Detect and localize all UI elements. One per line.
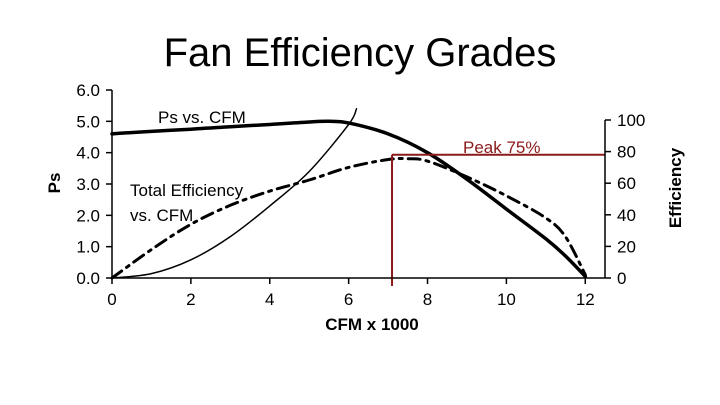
series-system-curve xyxy=(111,108,358,279)
x-tick-label: 2 xyxy=(186,290,195,309)
y-right-tick-label: 0 xyxy=(617,269,626,288)
y-right-tick-label: 60 xyxy=(617,174,636,193)
y-left-tick-label: 2.0 xyxy=(76,206,100,225)
x-tick-label: 0 xyxy=(107,290,116,309)
series-efficiency-curve xyxy=(110,156,587,280)
x-tick-label: 6 xyxy=(344,290,353,309)
y-left-tick-label: 0.0 xyxy=(76,269,100,288)
y-axis-right-title: Efficiency xyxy=(666,147,685,228)
series-ps-curve xyxy=(110,119,588,279)
y-right-tick-label: 80 xyxy=(617,143,636,162)
y-left-tick-label: 4.0 xyxy=(76,144,100,163)
annotation-ps-vs-cfm: Ps vs. CFM xyxy=(158,108,246,127)
x-axis-title: CFM x 1000 xyxy=(325,315,419,334)
annotation-peak: Peak 75% xyxy=(463,138,541,157)
plot-marks xyxy=(110,108,605,286)
y-axis-left-title: Ps xyxy=(45,173,64,194)
y-left-tick-label: 6.0 xyxy=(76,81,100,100)
annotation-total-efficiency: Total Efficiency xyxy=(130,181,244,200)
y-right-tick-label: 100 xyxy=(617,111,645,130)
chart-title: Fan Efficiency Grades xyxy=(164,31,557,75)
tick-labels: 0 2 4 6 8 10 12 0.0 1.0 2.0 3.0 4.0 5.0 6.0 0 20 40 60 80 1… xyxy=(76,81,645,309)
y-left-tick-label: 3.0 xyxy=(76,175,100,194)
y-left-tick-label: 5.0 xyxy=(76,112,100,131)
x-tick-label: 8 xyxy=(423,290,432,309)
annotation-vs-cfm: vs. CFM xyxy=(130,206,193,225)
x-tick-label: 10 xyxy=(497,290,516,309)
y-left-tick-label: 1.0 xyxy=(76,238,100,257)
x-tick-label: 12 xyxy=(576,290,595,309)
y-right-tick-label: 20 xyxy=(617,237,636,256)
x-tick-label: 4 xyxy=(265,290,274,309)
y-right-tick-label: 40 xyxy=(617,206,636,225)
